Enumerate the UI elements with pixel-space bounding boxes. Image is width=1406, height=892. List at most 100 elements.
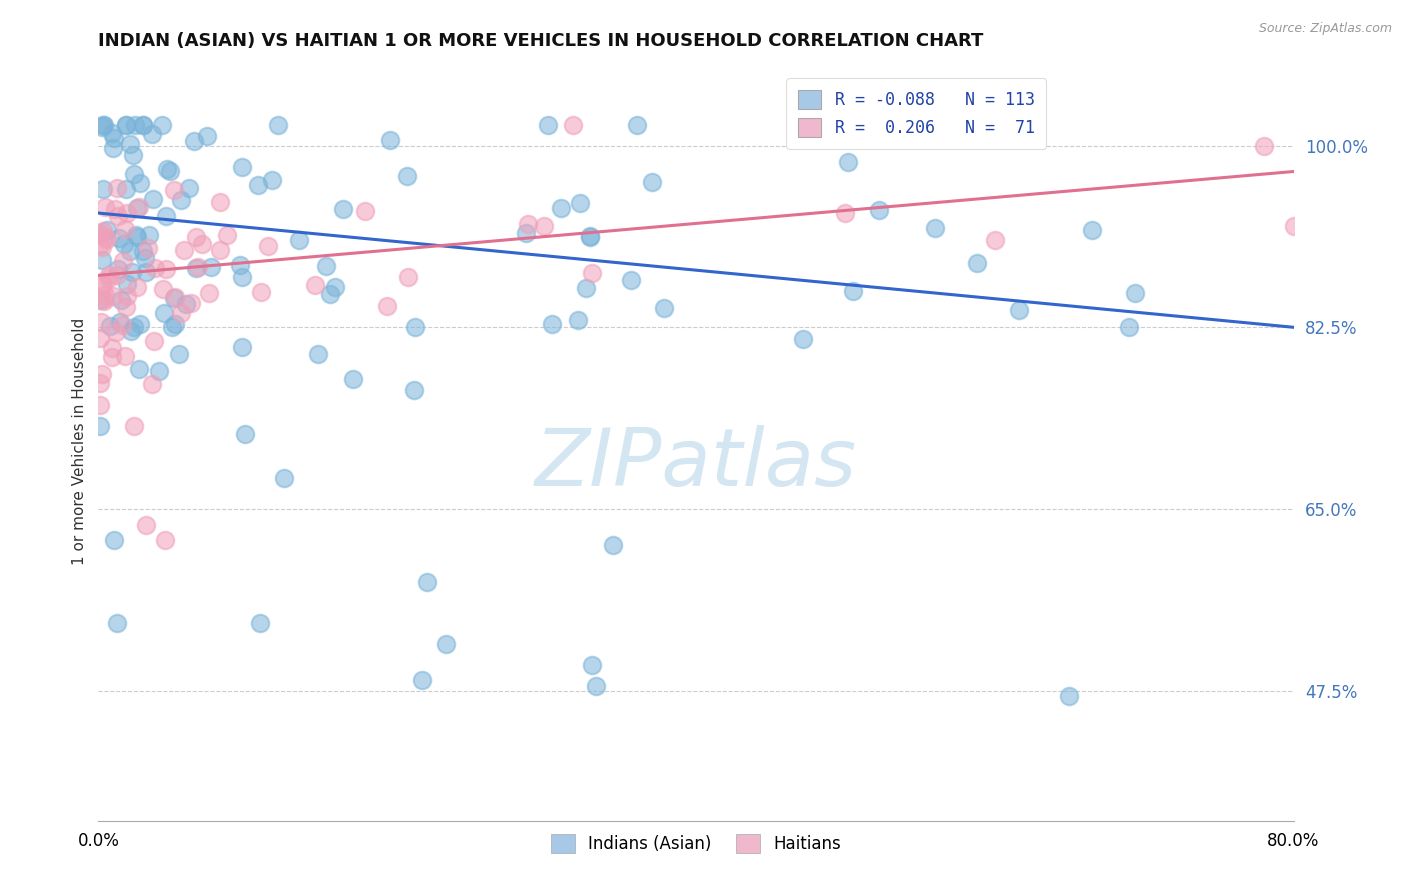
Point [231, 269, 253, 284]
Point [143, 260, 166, 275]
Point [569, 195, 592, 210]
Point [120, 136, 142, 151]
Point [229, 258, 252, 272]
Point [124, 320, 146, 334]
Point [1125, 285, 1147, 300]
Point [515, 226, 537, 240]
Point [127, 230, 149, 244]
Point [125, 201, 148, 215]
Point [91, 118, 114, 132]
Point [122, 148, 145, 162]
Point [842, 284, 865, 298]
Point [1081, 223, 1104, 237]
Point [89, 226, 111, 240]
Point [115, 118, 138, 132]
Point [200, 260, 222, 274]
Point [131, 244, 153, 258]
Point [122, 419, 145, 434]
Point [434, 637, 457, 651]
Point [966, 256, 988, 270]
Point [115, 300, 138, 314]
Point [91, 276, 114, 290]
Point [141, 128, 163, 142]
Point [96, 223, 118, 237]
Point [107, 262, 129, 277]
Point [533, 219, 555, 234]
Point [307, 347, 329, 361]
Point [540, 318, 562, 332]
Point [924, 221, 946, 235]
Point [97, 268, 120, 283]
Point [550, 202, 572, 216]
Point [834, 206, 856, 220]
Point [1253, 139, 1275, 153]
Point [135, 517, 157, 532]
Point [94, 229, 117, 244]
Point [323, 280, 346, 294]
Point [89, 376, 111, 390]
Text: INDIAN (ASIAN) VS HAITIAN 1 OR MORE VEHICLES IN HOUSEHOLD CORRELATION CHART: INDIAN (ASIAN) VS HAITIAN 1 OR MORE VEHI… [98, 32, 984, 50]
Point [231, 340, 253, 354]
Point [91, 240, 114, 254]
Point [89, 331, 111, 345]
Legend: Indians (Asian), Haitians: Indians (Asian), Haitians [543, 826, 849, 862]
Point [97, 270, 120, 285]
Point [155, 262, 177, 277]
Point [129, 318, 152, 332]
Point [128, 362, 150, 376]
Point [152, 282, 174, 296]
Point [105, 268, 128, 283]
Point [260, 173, 283, 187]
Point [107, 209, 129, 223]
Point [174, 297, 197, 311]
Point [231, 160, 253, 174]
Point [177, 181, 200, 195]
Point [233, 426, 256, 441]
Point [103, 131, 125, 145]
Point [517, 217, 540, 231]
Point [89, 293, 111, 307]
Point [114, 182, 136, 196]
Point [319, 287, 342, 301]
Point [183, 134, 205, 148]
Point [114, 237, 136, 252]
Point [208, 244, 231, 258]
Point [101, 126, 124, 140]
Point [110, 293, 132, 307]
Point [90, 315, 112, 329]
Point [112, 254, 135, 268]
Text: Source: ZipAtlas.com: Source: ZipAtlas.com [1258, 22, 1392, 36]
Point [562, 118, 585, 132]
Point [581, 657, 603, 672]
Point [575, 281, 598, 295]
Point [378, 133, 401, 147]
Point [585, 679, 607, 693]
Point [103, 289, 125, 303]
Point [121, 265, 143, 279]
Point [187, 260, 209, 275]
Point [115, 289, 138, 303]
Point [163, 291, 186, 305]
Point [148, 364, 170, 378]
Point [1008, 303, 1031, 318]
Point [120, 244, 142, 258]
Point [411, 673, 433, 688]
Point [342, 372, 364, 386]
Point [170, 193, 193, 207]
Point [105, 616, 128, 631]
Point [173, 244, 195, 258]
Point [135, 265, 157, 279]
Point [93, 118, 115, 132]
Point [115, 277, 138, 292]
Point [125, 280, 148, 294]
Point [107, 231, 129, 245]
Point [247, 178, 270, 193]
Point [257, 239, 280, 253]
Text: ZIPatlas: ZIPatlas [534, 425, 858, 503]
Point [89, 398, 111, 412]
Point [93, 294, 115, 309]
Point [107, 181, 129, 195]
Point [94, 287, 117, 301]
Point [114, 349, 136, 363]
Point [110, 315, 132, 329]
